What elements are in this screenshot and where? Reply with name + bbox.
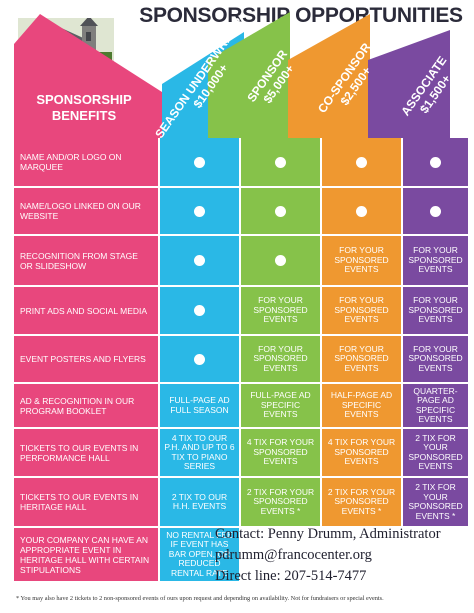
- cell-associate: 2 TIX FOR YOUR SPONSORED EVENTS: [403, 429, 470, 478]
- benefit-label: PRINT ADS AND SOCIAL MEDIA: [20, 305, 148, 316]
- included-dot-icon: [194, 156, 205, 168]
- cell-season-underwriter: [160, 138, 241, 188]
- benefit-label-cell: TICKETS TO OUR EVENTS IN HERITAGE HALL: [14, 478, 160, 528]
- benefit-detail: FOR YOUR SPONSORED EVENTS: [334, 245, 389, 275]
- cell-sponsor: 2 TIX FOR YOUR SPONSORED EVENTS *: [241, 478, 322, 528]
- cell-co-sponsor: [322, 138, 403, 188]
- benefit-label: NAME/LOGO LINKED ON OUR WEBSITE: [20, 201, 141, 221]
- cell-season-underwriter: 4 TIX TO OUR P.H. AND UP TO 6 TIX TO PIA…: [160, 429, 241, 478]
- benefit-detail: NO RENTAL FEE IF EVENT HAS BAR OPEN, OR …: [166, 529, 233, 578]
- page-title: SPONSORSHIP OPPORTUNITIES: [139, 4, 463, 27]
- benefit-detail: QUARTER-PAGE AD SPECIFIC EVENTS: [413, 385, 458, 424]
- benefit-detail: 2 TIX FOR YOUR SPONSORED EVENTS *: [408, 482, 463, 521]
- benefit-label: EVENT POSTERS AND FLYERS: [20, 354, 146, 364]
- included-dot-icon: [194, 353, 205, 365]
- included-dot-icon: [430, 205, 441, 217]
- cell-co-sponsor: FOR YOUR SPONSORED EVENTS: [322, 336, 403, 384]
- included-dot-icon: [275, 255, 286, 266]
- cell-associate: FOR YOUR SPONSORED EVENTS: [403, 236, 470, 287]
- tier-header-shapes: [14, 12, 450, 138]
- benefit-label-cell: TICKETS TO OUR EVENTS IN PERFORMANCE HAL…: [14, 429, 160, 478]
- cell-associate: FOR YOUR SPONSORED EVENTS: [403, 336, 470, 384]
- cell-sponsor: [241, 138, 322, 188]
- benefit-label-cell: PRINT ADS AND SOCIAL MEDIA: [14, 287, 160, 336]
- benefit-label-cell: AD & RECOGNITION IN OUR PROGRAM BOOKLET: [14, 384, 160, 429]
- footnote: * You may also have 2 tickets to 2 non-s…: [16, 595, 384, 602]
- benefit-label: AD & RECOGNITION IN OUR PROGRAM BOOKLET: [20, 395, 135, 416]
- cell-associate: [403, 188, 470, 236]
- cell-sponsor: FULL-PAGE AD SPECIFIC EVENTS: [241, 384, 322, 429]
- benefit-label-cell: NAME AND/OR LOGO ON MARQUEE: [14, 138, 160, 188]
- cell-co-sponsor: FOR YOUR SPONSORED EVENTS: [322, 236, 403, 287]
- cell-sponsor: FOR YOUR SPONSORED EVENTS: [241, 287, 322, 336]
- cell-associate: QUARTER-PAGE AD SPECIFIC EVENTS: [403, 384, 470, 429]
- cell-co-sponsor: 2 TIX FOR YOUR SPONSORED EVENTS *: [322, 478, 403, 528]
- included-dot-icon: [356, 156, 367, 168]
- benefit-detail: FOR YOUR SPONSORED EVENTS: [408, 245, 463, 275]
- cell-season-underwriter: NO RENTAL FEE IF EVENT HAS BAR OPEN, OR …: [160, 528, 241, 583]
- cell-season-underwriter: [160, 336, 241, 384]
- benefit-detail: 4 TIX FOR YOUR SPONSORED EVENTS: [327, 437, 396, 467]
- benefit-detail: 2 TIX FOR YOUR SPONSORED EVENTS *: [327, 486, 396, 516]
- cell-season-underwriter: [160, 188, 241, 236]
- contact-block: Contact: Penny Drumm, Administrator pdru…: [215, 524, 470, 587]
- benefits-header-shape: [14, 14, 162, 138]
- sponsor-header-shape: [208, 12, 290, 138]
- benefit-label: TICKETS TO OUR EVENTS IN HERITAGE HALL: [20, 492, 139, 512]
- benefit-label: RECOGNITION FROM STAGE OR SLIDESHOW: [20, 250, 138, 271]
- included-dot-icon: [194, 305, 205, 316]
- benefit-detail: FULL-PAGE AD FULL SEASON: [169, 395, 230, 415]
- included-dot-icon: [194, 255, 205, 266]
- benefit-detail: 2 TIX FOR YOUR SPONSORED EVENTS: [408, 432, 463, 471]
- benefit-detail: 2 TIX TO OUR H.H. EVENTS: [171, 491, 228, 511]
- cell-season-underwriter: [160, 236, 241, 287]
- included-dot-icon: [430, 156, 441, 168]
- contact-email[interactable]: pdrumm@francocenter.org: [215, 547, 372, 563]
- benefit-detail: 4 TIX FOR YOUR SPONSORED EVENTS: [246, 437, 315, 467]
- cell-season-underwriter: FULL-PAGE AD FULL SEASON: [160, 384, 241, 429]
- contact-phone[interactable]: Direct line: 207-514-7477: [215, 568, 367, 584]
- co-sponsor-header-shape: [288, 14, 370, 138]
- benefits-header: SPONSORSHIP BENEFITS: [36, 92, 132, 123]
- cell-co-sponsor: FOR YOUR SPONSORED EVENTS: [322, 287, 403, 336]
- cell-co-sponsor: [322, 188, 403, 236]
- included-dot-icon: [275, 205, 286, 217]
- cell-co-sponsor: 4 TIX FOR YOUR SPONSORED EVENTS: [322, 429, 403, 478]
- benefit-detail: 4 TIX TO OUR P.H. AND UP TO 6 TIX TO PIA…: [164, 432, 235, 471]
- associate-header-shape: [368, 30, 450, 138]
- benefit-label: YOUR COMPANY CAN HAVE AN APPROPRIATE EVE…: [20, 534, 150, 575]
- cell-sponsor: [241, 188, 322, 236]
- cell-season-underwriter: [160, 287, 241, 336]
- benefit-label: NAME AND/OR LOGO ON MARQUEE: [20, 152, 122, 172]
- cell-season-underwriter: 2 TIX TO OUR H.H. EVENTS: [160, 478, 241, 528]
- benefit-label-cell: NAME/LOGO LINKED ON OUR WEBSITE: [14, 188, 160, 236]
- cell-sponsor: [241, 236, 322, 287]
- benefit-detail: FOR YOUR SPONSORED EVENTS: [408, 295, 463, 325]
- benefit-label-cell: EVENT POSTERS AND FLYERS: [14, 336, 160, 384]
- benefit-detail: FULL-PAGE AD SPECIFIC EVENTS: [250, 390, 311, 420]
- contact-name: Contact: Penny Drumm, Administrator: [215, 526, 441, 542]
- benefit-label: TICKETS TO OUR EVENTS IN PERFORMANCE HAL…: [20, 442, 139, 463]
- benefit-detail: FOR YOUR SPONSORED EVENTS: [408, 343, 463, 373]
- included-dot-icon: [194, 205, 205, 217]
- benefit-detail: FOR YOUR SPONSORED EVENTS: [334, 295, 389, 325]
- benefit-detail: FOR YOUR SPONSORED EVENTS: [253, 343, 308, 373]
- benefit-detail: 2 TIX FOR YOUR SPONSORED EVENTS *: [246, 486, 315, 516]
- cell-sponsor: FOR YOUR SPONSORED EVENTS: [241, 336, 322, 384]
- benefit-detail: FOR YOUR SPONSORED EVENTS: [334, 343, 389, 373]
- benefit-label-cell: YOUR COMPANY CAN HAVE AN APPROPRIATE EVE…: [14, 528, 160, 583]
- benefit-label-cell: RECOGNITION FROM STAGE OR SLIDESHOW: [14, 236, 160, 287]
- cell-associate: 2 TIX FOR YOUR SPONSORED EVENTS *: [403, 478, 470, 528]
- cell-associate: FOR YOUR SPONSORED EVENTS: [403, 287, 470, 336]
- included-dot-icon: [275, 156, 286, 168]
- benefit-detail: FOR YOUR SPONSORED EVENTS: [253, 295, 308, 325]
- cell-sponsor: 4 TIX FOR YOUR SPONSORED EVENTS: [241, 429, 322, 478]
- included-dot-icon: [356, 205, 367, 217]
- cell-associate: [403, 138, 470, 188]
- cell-co-sponsor: HALF-PAGE AD SPECIFIC EVENTS: [322, 384, 403, 429]
- benefit-detail: HALF-PAGE AD SPECIFIC EVENTS: [330, 390, 393, 420]
